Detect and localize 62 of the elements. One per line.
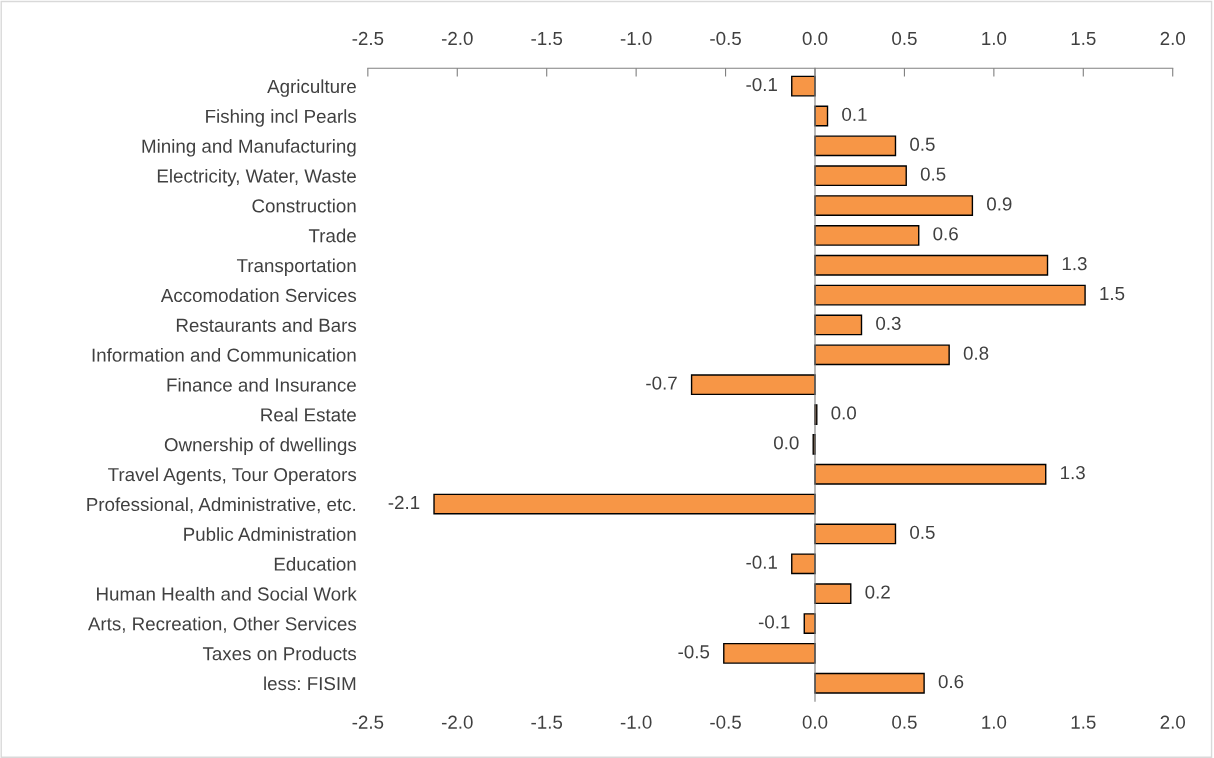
- y-tick-label: Fishing incl Pearls: [206, 109, 357, 127]
- x-tick-label: 0.5: [892, 715, 917, 729]
- x2-tick-label: -0.5: [710, 31, 741, 46]
- data-label: 1.3: [1062, 257, 1087, 271]
- data-label: 0.2: [865, 585, 890, 599]
- x2-tick-label: 0.0: [802, 31, 828, 46]
- data-label: 1.3: [1061, 466, 1085, 480]
- y-tick-label: Ownership of dwellings: [164, 437, 357, 456]
- y-tick-label: Education: [274, 557, 356, 571]
- data-label: 0.5: [920, 167, 946, 181]
- x2-tick-label: -1.5: [531, 31, 563, 46]
- data-label: 1.5: [1100, 287, 1125, 301]
- data-label: 0.0: [831, 406, 857, 420]
- data-label: 0.8: [963, 346, 989, 360]
- x2-tick-label: 1.0: [982, 31, 1007, 46]
- x2-tick-label: -1.0: [620, 31, 652, 46]
- y-tick-label: Accomodation Services: [160, 288, 357, 303]
- y-tick-label: Professional, Administrative, etc.: [87, 497, 356, 514]
- y-tick-label: Electricity, Water, Waste: [157, 168, 356, 187]
- x-tick-label: -2.5: [352, 715, 384, 729]
- y-tick-label: Restaurants and Bars: [176, 318, 357, 332]
- x-tick-label: 2.0: [1160, 715, 1186, 729]
- data-label: -0.1: [746, 77, 777, 92]
- x2-tick-label: -2.0: [441, 31, 473, 46]
- x-tick-label: 0.0: [802, 715, 828, 729]
- y-tick-label: Agriculture: [267, 79, 356, 97]
- x2-tick-label: 2.0: [1160, 31, 1186, 46]
- data-label: -0.1: [746, 555, 777, 569]
- data-label: 0.5: [910, 525, 935, 539]
- data-label: -0.7: [646, 376, 677, 390]
- data-label: -0.5: [678, 645, 710, 659]
- data-label: 0.3: [876, 316, 901, 331]
- y-tick-label: Finance and Insurance: [167, 377, 356, 392]
- data-label: 0.6: [938, 674, 964, 689]
- y-tick-label: less: FISIM: [264, 676, 356, 691]
- y-tick-label: Taxes on Products: [202, 646, 357, 661]
- y-tick-label: Arts, Recreation, Other Services: [87, 616, 357, 633]
- y-tick-label: Information and Communication: [92, 348, 356, 362]
- x-tick-label: 1.5: [1071, 715, 1096, 729]
- data-label: 0.6: [933, 227, 958, 241]
- y-tick-label: Trade: [308, 228, 356, 243]
- y-tick-label: Human Health and Social Work: [97, 586, 357, 601]
- data-label: -0.1: [758, 615, 790, 629]
- x2-tick-label: -2.5: [352, 31, 384, 46]
- data-label: 0.0: [773, 436, 799, 450]
- y-tick-label: Real Estate: [261, 407, 356, 422]
- data-label: -2.1: [388, 495, 420, 509]
- x-tick-label: -2.0: [441, 715, 473, 729]
- x-tick-label: -1.5: [531, 715, 563, 729]
- y-tick-label: Public Administration: [184, 527, 356, 541]
- x-tick-label: -0.5: [710, 715, 741, 729]
- y-tick-label: Construction: [252, 198, 356, 213]
- y-tick-label: Travel Agents, Tour Operators: [108, 467, 357, 485]
- data-label: 0.5: [910, 137, 935, 151]
- x-tick-label: -1.0: [620, 715, 652, 729]
- x2-tick-label: 0.5: [892, 31, 917, 46]
- x-tick-label: 1.0: [982, 715, 1007, 729]
- x2-tick-label: 1.5: [1071, 31, 1096, 46]
- data-label: 0.1: [842, 107, 867, 122]
- data-label: 0.9: [987, 197, 1012, 211]
- y-tick-label: Mining and Manufacturing: [142, 139, 356, 157]
- y-tick-label: Transportation: [236, 258, 356, 276]
